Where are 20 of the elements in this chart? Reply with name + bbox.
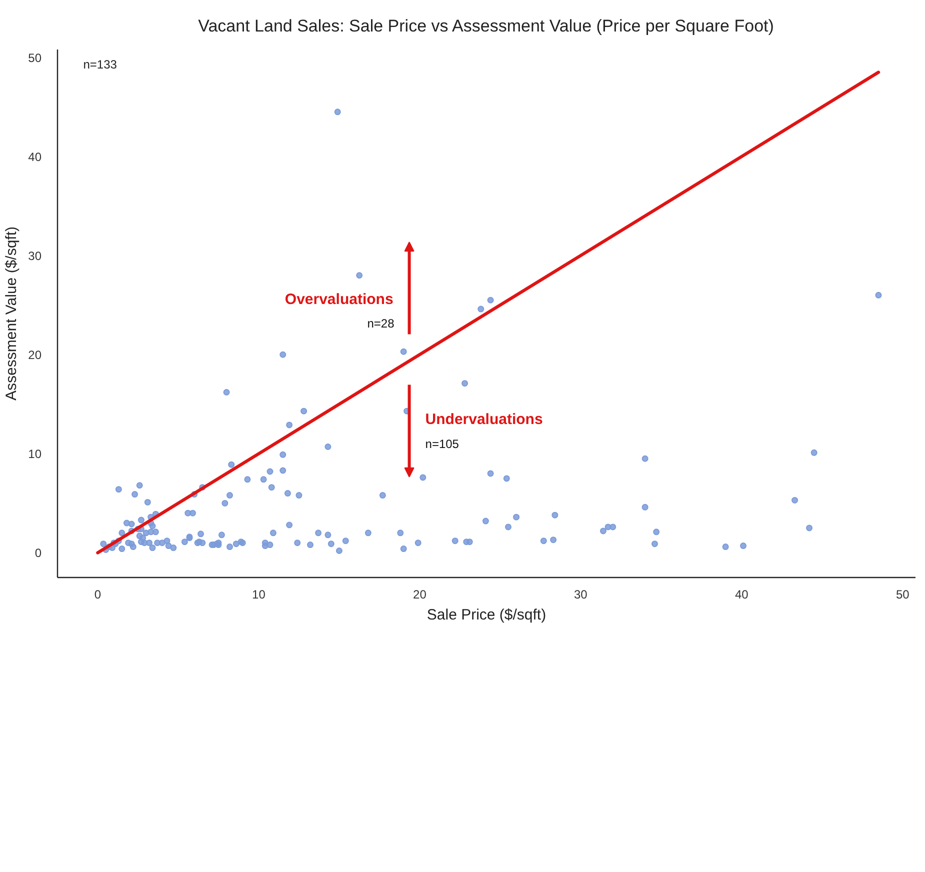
x-tick-label: 30 (574, 588, 588, 602)
annotation: n=28 (367, 316, 395, 330)
annotation: n=105 (425, 437, 460, 452)
x-tick-label: 10 (252, 588, 266, 602)
chart-title: Vacant Land Sales: Sale Price vs Assessment Value (Price per Square Foot) (198, 16, 774, 36)
y-tick-label: 0 (34, 546, 42, 560)
x-tick-label: 20 (413, 588, 427, 602)
x-tick-label: 50 (896, 588, 910, 602)
x-axis-title: Sale Price ($/sqft) (426, 606, 546, 624)
y-tick-label: 40 (28, 150, 42, 164)
y-tick-label: 10 (28, 447, 42, 462)
x-tick-label: 0 (94, 588, 102, 602)
y-tick-label: 20 (28, 348, 42, 362)
x-tick-label: 40 (734, 588, 749, 602)
annotation: n=133 (83, 57, 118, 72)
annotation: Overvaluations (284, 291, 394, 308)
y-axis-title: Assessment Value ($/sqft) (3, 226, 20, 400)
y-tick-label: 30 (28, 249, 42, 264)
y-tick-label: 50 (28, 50, 42, 65)
annotation: Undervaluations (425, 410, 543, 428)
